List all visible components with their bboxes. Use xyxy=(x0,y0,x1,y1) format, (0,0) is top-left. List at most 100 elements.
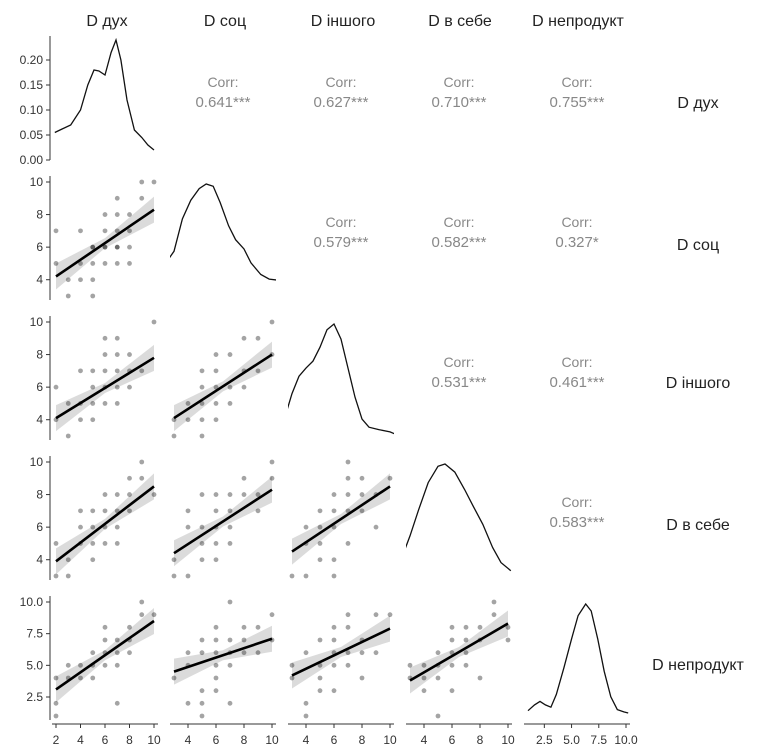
scatter-point xyxy=(102,244,108,250)
scatter-point xyxy=(171,557,177,563)
density-curve-4 xyxy=(527,602,629,714)
scatter-point xyxy=(127,650,132,656)
x-tick-label: 10 xyxy=(147,733,161,747)
scatter-point xyxy=(317,675,323,681)
scatter-point xyxy=(114,368,120,374)
scatter-point xyxy=(477,675,483,681)
corr-value-2-4: 0.461*** xyxy=(549,374,604,391)
y-tick-label: 10 xyxy=(30,315,44,329)
scatter-point xyxy=(255,650,261,656)
scatter-point xyxy=(359,492,365,497)
scatter-point xyxy=(65,573,71,579)
scatter-point xyxy=(199,417,205,423)
corr-label-2-3: Corr: xyxy=(443,354,474,370)
x-tick-label: 5.0 xyxy=(563,733,580,747)
y-tick-label: 10 xyxy=(30,455,44,469)
column-label-3: D в себе xyxy=(428,13,492,30)
scatter-point xyxy=(435,650,441,656)
x-tick-label: 4 xyxy=(421,733,428,747)
y-tick-label: 4 xyxy=(36,413,43,427)
scatter-point xyxy=(53,713,59,719)
corr-value-0-2: 0.627*** xyxy=(313,94,368,111)
column-label-4: D непродукт xyxy=(532,13,624,30)
scatter-point xyxy=(185,700,191,706)
scatter-point xyxy=(114,261,120,266)
scatter-point xyxy=(213,557,219,563)
scatter-point xyxy=(139,195,145,201)
scatter-point xyxy=(213,352,219,357)
y-tick-label: 4 xyxy=(36,273,43,287)
x-tick-label: 6 xyxy=(213,733,220,747)
row-label-3: D в себе xyxy=(666,517,730,534)
scatter-point xyxy=(90,650,96,656)
fit-line-4-3 xyxy=(409,622,509,682)
corr-label-1-4: Corr: xyxy=(561,214,592,230)
scatter-point xyxy=(345,650,351,656)
scatter-point xyxy=(317,637,323,643)
scatter-point xyxy=(435,675,441,681)
y-tick-label: 8 xyxy=(36,348,43,362)
fit-line-2-1 xyxy=(173,353,273,420)
scatter-point xyxy=(345,662,351,668)
density-curve-3 xyxy=(406,463,512,572)
scatter-point xyxy=(199,524,205,530)
scatter-point xyxy=(241,335,247,341)
scatter-point xyxy=(407,662,413,668)
x-tick-label: 4 xyxy=(303,733,310,747)
column-label-2: D іншого xyxy=(311,13,376,30)
scatter-point xyxy=(199,557,205,563)
scatter-point xyxy=(114,650,120,656)
corr-value-3-4: 0.583*** xyxy=(549,514,604,531)
corr-value-1-2: 0.579*** xyxy=(313,234,368,251)
scatter-point xyxy=(421,675,427,681)
scatter-point xyxy=(53,384,59,390)
scatter-point xyxy=(373,524,379,530)
fit-line-1-0 xyxy=(55,208,155,278)
scatter-point xyxy=(213,675,219,681)
scatter-point xyxy=(90,277,96,283)
y-tick-label: 6 xyxy=(36,520,43,534)
scatter-point xyxy=(449,624,455,630)
scatter-point xyxy=(227,662,233,668)
scatter-point xyxy=(102,261,108,266)
scatter-point xyxy=(90,384,96,390)
scatter-point xyxy=(127,384,132,390)
corr-value-0-3: 0.710*** xyxy=(431,94,486,111)
scatter-point xyxy=(90,508,96,514)
scatter-point xyxy=(53,261,59,266)
fit-line-4-1 xyxy=(173,637,273,673)
scatter-point xyxy=(331,508,337,514)
y-tick-label: 8 xyxy=(36,208,43,222)
scatter-point xyxy=(199,688,205,694)
scatter-point xyxy=(102,637,108,643)
scatter-point xyxy=(102,212,108,217)
scatter-point xyxy=(213,401,219,406)
scatter-point xyxy=(78,524,83,530)
scatter-point xyxy=(303,524,309,530)
scatter-point xyxy=(331,662,337,668)
y-tick-label: 0.15 xyxy=(20,78,44,92)
scatter-point xyxy=(90,368,96,374)
scatter-point xyxy=(114,244,120,250)
scatter-point xyxy=(199,492,205,497)
corr-value-2-3: 0.531*** xyxy=(431,374,486,391)
scatter-point xyxy=(102,335,108,341)
scatter-point xyxy=(151,179,157,185)
x-tick-label: 2.5 xyxy=(536,733,553,747)
scatter-point xyxy=(127,228,132,234)
scatter-point xyxy=(213,417,219,423)
y-tick-label: 6 xyxy=(36,240,43,254)
fit-line-3-1 xyxy=(173,488,273,555)
scatter-point xyxy=(269,612,275,618)
scatter-point xyxy=(127,261,132,266)
scatter-point xyxy=(78,417,83,423)
scatter-point xyxy=(213,492,219,497)
scatter-point xyxy=(213,624,219,630)
corr-label-0-2: Corr: xyxy=(325,74,356,90)
scatter-point xyxy=(463,624,469,630)
scatter-point xyxy=(255,368,261,374)
column-label-1: D соц xyxy=(204,13,246,30)
scatter-point xyxy=(78,662,83,668)
y-tick-label: 2.5 xyxy=(26,690,43,704)
